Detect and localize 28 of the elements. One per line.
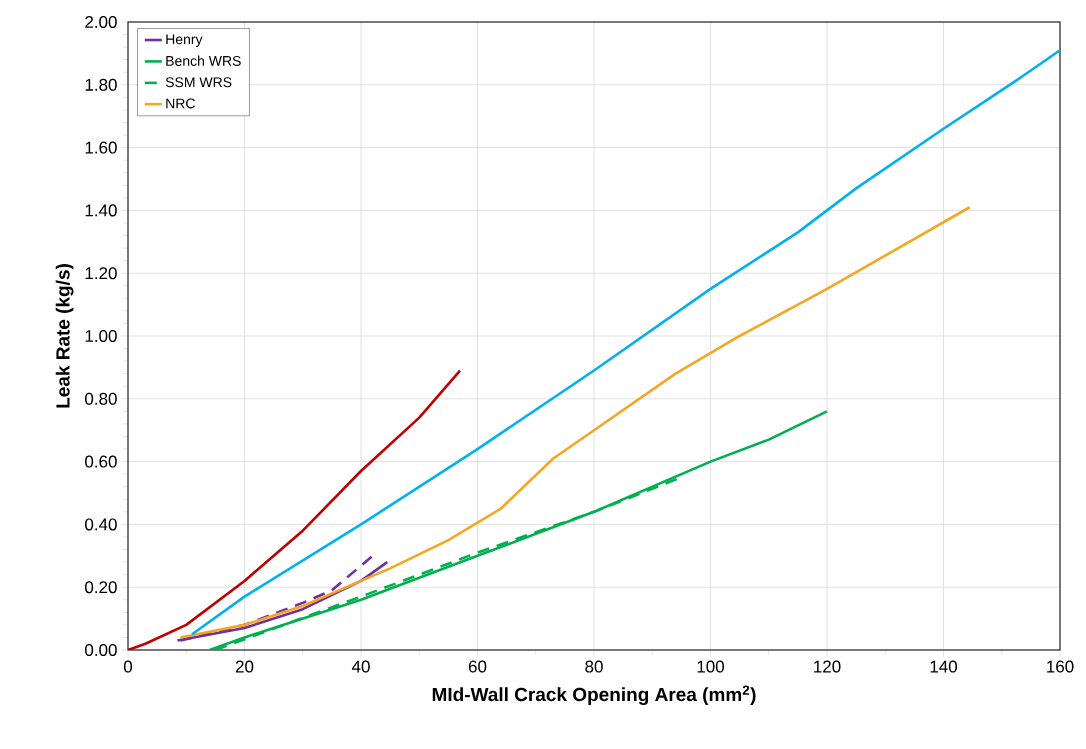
y-tick-label: 0.60	[85, 455, 117, 468]
y-tick-label: 0.00	[85, 643, 117, 657]
legend-label: Henry	[166, 34, 203, 47]
y-axis-title: Leak Rate (kg/s)	[55, 264, 74, 408]
x-tick-label: 160	[1047, 660, 1074, 673]
legend-label: Bench WRS	[166, 55, 241, 66]
legend-label: SSM WRS	[165, 77, 232, 88]
x-tick-label: 120	[814, 660, 841, 673]
y-tick-label: 1.40	[85, 204, 117, 217]
x-tick-label: 20	[235, 660, 254, 673]
y-tick-label: 1.60	[85, 141, 117, 154]
line-series	[208, 410, 829, 650]
y-tick-label: 0.20	[85, 581, 117, 594]
y-tick-label: 1.00	[85, 329, 117, 343]
y-tick-label: 1.80	[85, 78, 117, 91]
x-tick-label: 60	[468, 660, 487, 673]
y-tick-label: 0.40	[85, 518, 117, 531]
line-series	[179, 205, 972, 639]
x-tick-label: 100	[697, 660, 725, 673]
x-tick-label: 140	[930, 660, 958, 673]
x-tick-label: 0	[123, 660, 133, 673]
y-tick-label: 1.20	[85, 267, 117, 280]
legend-label: NRC	[166, 98, 195, 109]
x-tick-label: 80	[585, 660, 603, 673]
y-tick-label: 2.00	[85, 15, 117, 29]
x-axis-title: MId-Wall Crack Opening Area (mm$^{2}$)	[432, 685, 756, 706]
x-tick-label: 40	[351, 660, 370, 673]
y-tick-label: 0.80	[85, 392, 117, 405]
